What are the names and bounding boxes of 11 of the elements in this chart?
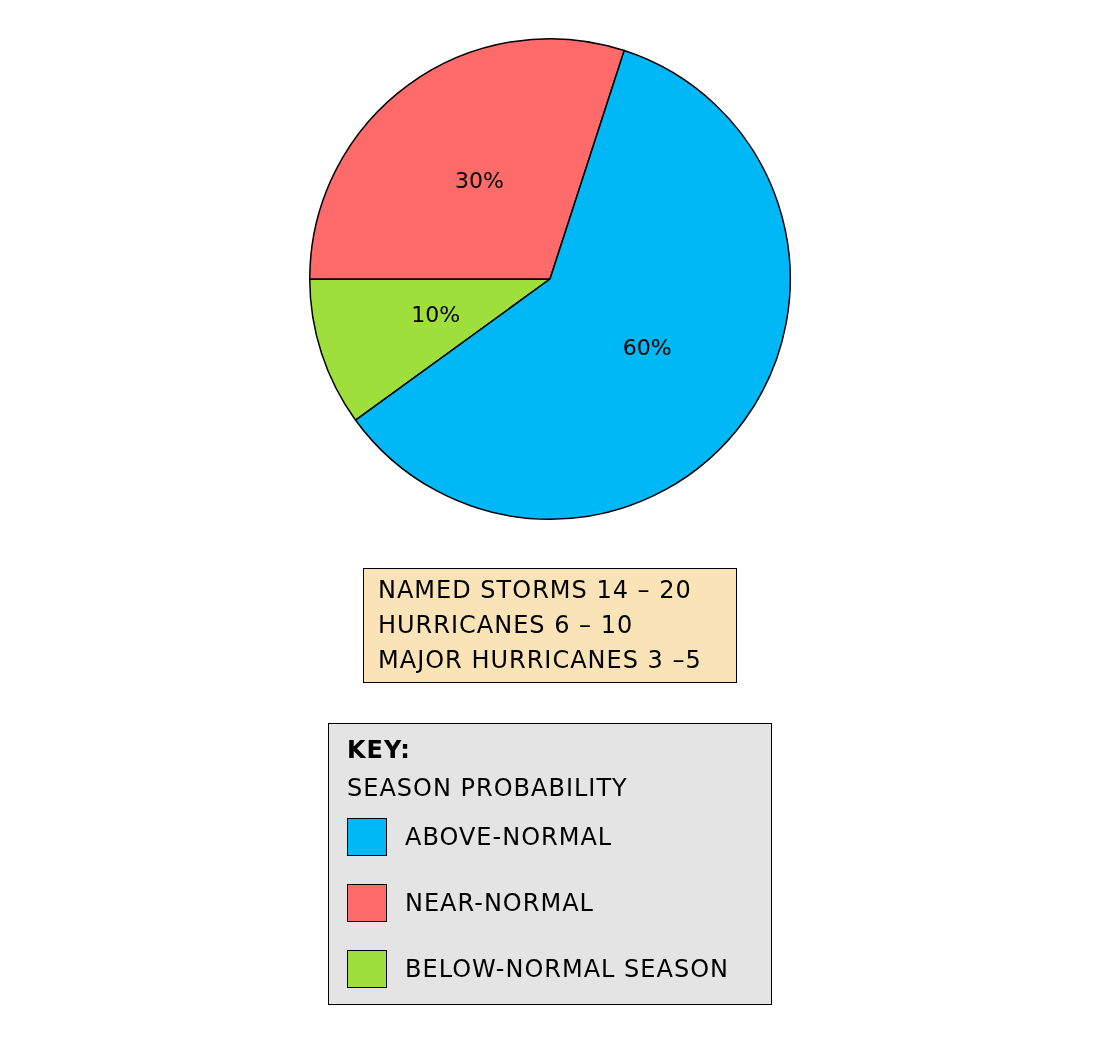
text: SEASON PROBABILITY <box>347 774 629 802</box>
legend-label: BELOW-NORMAL SEASON <box>405 955 729 983</box>
legend-title: KEY: <box>347 736 412 764</box>
data-label: 60% <box>622 335 672 361</box>
data-label: 30% <box>454 167 504 193</box>
text: MAJOR HURRICANES 3 –5 <box>378 645 703 676</box>
data-label: 10% <box>411 301 461 327</box>
text: NAMED STORMS 14 – 20 <box>378 575 693 606</box>
legend-label: NEAR-NORMAL <box>405 889 594 917</box>
legend-label: ABOVE-NORMAL <box>405 823 613 851</box>
text: HURRICANES 6 – 10 <box>378 610 635 641</box>
